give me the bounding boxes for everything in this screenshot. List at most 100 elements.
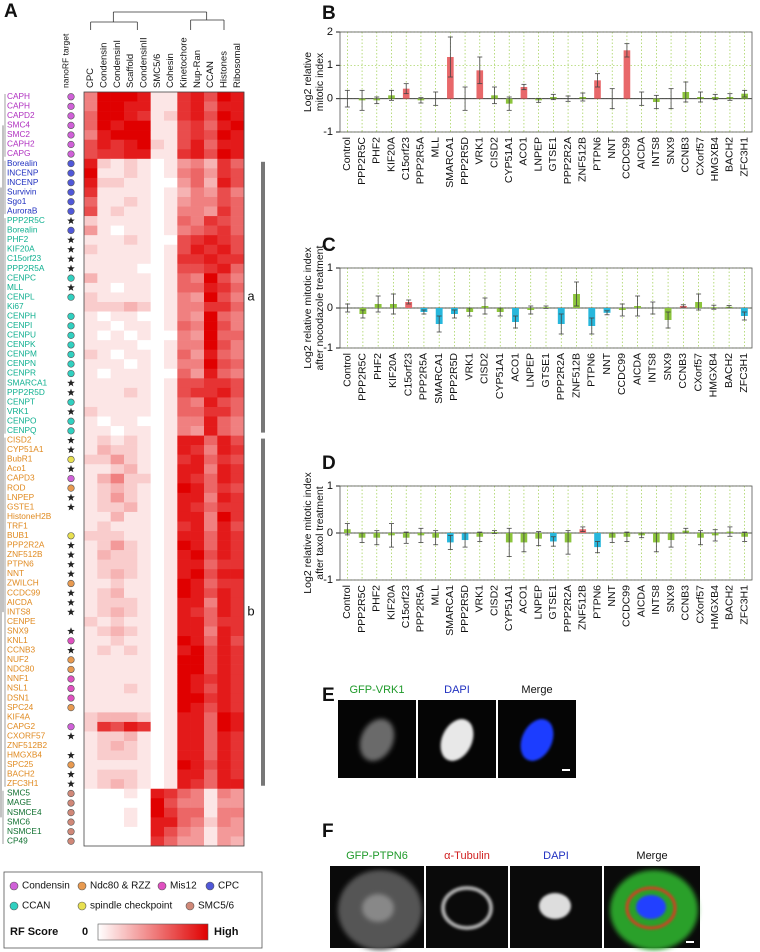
heat-cell bbox=[110, 760, 125, 770]
heat-cell bbox=[190, 216, 205, 226]
heat-cell bbox=[137, 712, 151, 723]
x-tick-label: Control bbox=[341, 137, 353, 171]
heat-cell bbox=[124, 426, 138, 436]
bar bbox=[588, 308, 596, 326]
heat-cell bbox=[150, 397, 165, 408]
heat-cell bbox=[137, 149, 151, 160]
row-label: CENPH bbox=[7, 310, 36, 320]
heat-cell bbox=[217, 616, 231, 627]
heat-cell bbox=[150, 387, 165, 398]
heat-cell bbox=[137, 559, 151, 570]
heat-cell bbox=[164, 607, 178, 618]
heat-cell bbox=[164, 196, 178, 207]
candidate-star bbox=[67, 608, 75, 616]
heat-cell bbox=[97, 807, 111, 818]
heat-cell bbox=[110, 683, 125, 694]
heat-cell bbox=[177, 483, 191, 494]
heat-cell bbox=[164, 130, 178, 141]
heat-cell bbox=[217, 683, 231, 694]
heat-cell bbox=[177, 674, 191, 685]
heat-cell bbox=[124, 464, 138, 475]
heat-cell bbox=[177, 206, 191, 217]
heat-cell bbox=[190, 731, 205, 742]
legend-label: SMC5/6 bbox=[198, 901, 235, 912]
heat-cell bbox=[110, 244, 125, 255]
heat-cell bbox=[164, 426, 178, 436]
heat-cell bbox=[230, 359, 245, 370]
heat-cell bbox=[110, 445, 125, 455]
heat-cell bbox=[217, 559, 231, 570]
heat-cell bbox=[217, 826, 231, 837]
heat-cell bbox=[97, 454, 111, 465]
heat-cell bbox=[110, 225, 125, 236]
heat-cell bbox=[230, 531, 245, 541]
heat-cell bbox=[177, 540, 191, 551]
cell-signal bbox=[539, 893, 571, 919]
x-tick-label: ACO1 bbox=[518, 585, 530, 614]
heat-cell bbox=[124, 578, 138, 589]
heat-cell bbox=[190, 292, 205, 303]
heat-cell bbox=[164, 330, 178, 341]
heat-cell bbox=[164, 807, 178, 818]
heat-cell bbox=[217, 406, 231, 417]
y-tick-label: 1 bbox=[327, 262, 333, 274]
heat-cell bbox=[164, 445, 178, 455]
heat-cell bbox=[230, 168, 245, 179]
heat-cell bbox=[177, 464, 191, 475]
heat-cell bbox=[124, 397, 138, 408]
heat-cell bbox=[110, 559, 125, 570]
heat-cell bbox=[137, 225, 151, 236]
heat-cell bbox=[217, 92, 231, 102]
row-label: HMGXB4 bbox=[7, 750, 42, 760]
row-label: CP49 bbox=[7, 835, 28, 845]
heat-cell bbox=[124, 321, 138, 331]
x-tick-label: PTPN6 bbox=[591, 137, 603, 171]
heat-cell bbox=[190, 492, 205, 503]
heat-cell bbox=[137, 177, 151, 188]
heat-cell bbox=[124, 311, 138, 322]
heat-cell bbox=[164, 416, 178, 427]
heat-cell bbox=[150, 330, 165, 341]
bar bbox=[405, 302, 413, 308]
x-tick-label: PPP2R5C bbox=[357, 353, 369, 401]
target-marker bbox=[67, 179, 75, 187]
heat-cell bbox=[164, 788, 178, 799]
heat-cell bbox=[137, 616, 151, 627]
heat-cell bbox=[217, 502, 231, 513]
target-marker bbox=[67, 665, 75, 674]
candidate-star bbox=[67, 465, 75, 473]
heat-cell bbox=[84, 511, 98, 522]
target-marker bbox=[67, 761, 75, 769]
x-tick-label: CCDC99 bbox=[621, 137, 633, 179]
heat-cell bbox=[84, 263, 98, 274]
heat-cell bbox=[137, 674, 151, 685]
heat-cell bbox=[164, 655, 178, 665]
heat-cell bbox=[230, 330, 245, 341]
heat-cell bbox=[110, 836, 125, 847]
heat-cell bbox=[137, 760, 151, 770]
heat-cell bbox=[164, 750, 178, 761]
heat-cell bbox=[137, 836, 151, 847]
heat-cell bbox=[217, 273, 231, 284]
row-label: Aco1 bbox=[7, 463, 26, 473]
y-tick-label: 0 bbox=[327, 527, 333, 539]
heat-cell bbox=[137, 483, 151, 494]
row-label: CXORF57 bbox=[7, 730, 46, 740]
color-scale bbox=[97, 923, 209, 941]
x-tick-label: PPP2R5A bbox=[415, 137, 427, 184]
heat-cell bbox=[204, 416, 218, 427]
heat-cell bbox=[137, 721, 151, 732]
heat-cell bbox=[84, 254, 98, 265]
target-marker bbox=[67, 694, 75, 702]
heat-cell bbox=[97, 406, 111, 417]
heat-cell bbox=[150, 359, 165, 370]
candidate-star bbox=[67, 407, 75, 415]
heat-cell bbox=[84, 321, 98, 331]
heat-cell bbox=[230, 311, 245, 322]
heat-cell bbox=[190, 177, 205, 188]
heat-cell bbox=[217, 445, 231, 455]
cell-signal bbox=[625, 886, 677, 930]
cluster-bracket bbox=[261, 161, 265, 433]
heat-cell bbox=[124, 626, 138, 637]
